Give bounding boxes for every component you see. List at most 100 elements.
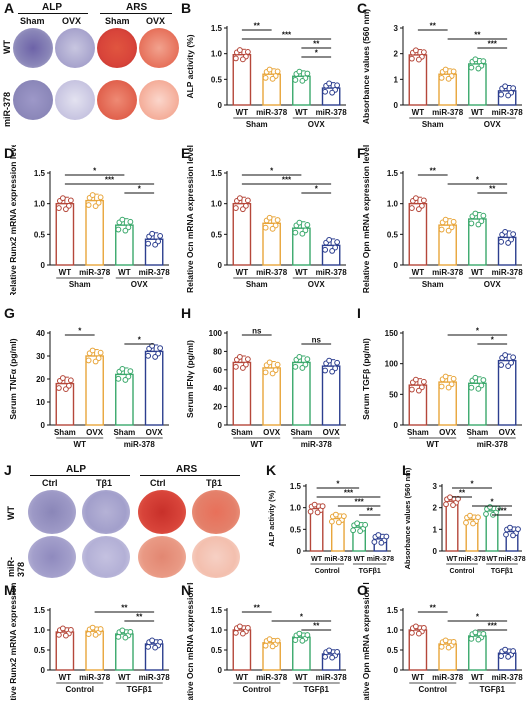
data-point [85, 202, 92, 208]
data-point [408, 629, 415, 636]
data-point [450, 638, 457, 645]
data-point [152, 241, 159, 248]
data-point [475, 385, 482, 392]
chart-panel-d: D Relative Runx2 mRNA expression level 0 0.… [0, 140, 175, 297]
data-point [438, 643, 445, 650]
data-point [442, 216, 449, 223]
data-point [115, 226, 122, 233]
data-point [304, 632, 311, 638]
alp-well [13, 80, 53, 120]
row-label: miR-378 [6, 557, 26, 577]
y-tick-label: 0.5 [387, 230, 399, 239]
x-tick-label: WT [487, 556, 499, 563]
data-point [450, 68, 457, 75]
y-tick-label: 10 [36, 398, 45, 407]
data-point [244, 624, 251, 631]
y-axis-label: Serum TNFα (pg/ml) [8, 338, 18, 419]
y-tick-label: 0.5 [34, 230, 46, 239]
data-point [468, 384, 475, 391]
data-point [322, 367, 329, 374]
data-point [371, 539, 378, 545]
data-point [322, 88, 329, 95]
data-point [415, 56, 422, 63]
data-point [152, 644, 159, 651]
header-rule [100, 13, 172, 14]
data-point [244, 49, 251, 55]
group-label: Control [315, 568, 340, 575]
chart-panel-o: O Relative Opn mRNA expression level 0 0.5 1… [353, 566, 528, 705]
col-label: Tβ1 [206, 478, 222, 488]
x-tick-label: Sham [466, 428, 488, 437]
data-point [92, 358, 99, 365]
data-point [329, 247, 336, 254]
significance-label: *** [497, 507, 507, 516]
data-point [239, 56, 246, 63]
group-label: OVX [308, 280, 326, 289]
bar [55, 382, 75, 426]
significance-label: * [470, 480, 474, 489]
significance-label: * [138, 336, 142, 345]
ars-well [139, 28, 179, 68]
data-point [475, 636, 482, 643]
x-tick-label: miR-378 [492, 673, 524, 682]
x-tick-label: WT [471, 108, 484, 117]
x-tick-label: WT [295, 673, 308, 682]
y-axis-label: Relative Opn mRNA expression level [361, 582, 371, 700]
col-label: OVX [62, 16, 82, 26]
x-tick-label: miR-378 [79, 673, 111, 682]
data-point [122, 377, 129, 383]
group-label: WT [74, 440, 87, 449]
data-point [304, 356, 311, 363]
chart-panel-i: I Serum TGFβ (pg/ml) 0 50 100 150 Sham OVX Sham O… [353, 305, 528, 455]
x-tick-label: Sham [54, 428, 76, 437]
data-point [498, 91, 505, 98]
header-ars: ARS [176, 464, 198, 475]
data-point [119, 216, 126, 223]
data-point [127, 218, 134, 225]
y-tick-label: 1.5 [387, 606, 399, 615]
y-tick-label: 50 [389, 390, 398, 399]
data-point [236, 195, 243, 202]
y-axis-label: Relative Runx2 mRNA expression level [8, 145, 18, 295]
y-tick-label: 3 [433, 482, 438, 491]
data-point [262, 224, 269, 231]
y-tick-label: 1 [394, 75, 399, 84]
x-tick-label: WT [412, 673, 425, 682]
significance-label: * [476, 176, 480, 185]
col-label: Sham [20, 16, 45, 26]
y-tick-label: 1.0 [387, 626, 399, 635]
y-tick-label: 1.5 [211, 169, 223, 178]
ars-well [192, 536, 240, 578]
significance-label: *** [488, 622, 498, 631]
data-point [322, 653, 329, 660]
significance-label: ** [121, 604, 128, 613]
x-tick-label: miR-378 [316, 268, 348, 277]
data-point [450, 375, 457, 382]
group-label: OVX [131, 280, 149, 289]
data-point [472, 56, 479, 63]
data-point [420, 624, 427, 631]
col-label: OVX [146, 16, 166, 26]
panel-label: B [181, 0, 191, 16]
data-point [447, 494, 453, 501]
data-point [266, 359, 273, 366]
y-tick-label: 0.5 [34, 646, 46, 655]
data-point [266, 214, 273, 221]
data-point [304, 221, 311, 228]
bar [445, 500, 459, 552]
data-point [467, 512, 473, 519]
group-label: TGFβ1 [127, 685, 153, 694]
data-point [442, 637, 449, 644]
data-point [515, 526, 521, 533]
y-tick-label: 0 [433, 547, 438, 556]
data-point [92, 631, 99, 638]
data-point [383, 533, 390, 540]
x-tick-label: WT [412, 268, 425, 277]
group-label: Control [450, 568, 475, 575]
data-point [510, 532, 516, 539]
